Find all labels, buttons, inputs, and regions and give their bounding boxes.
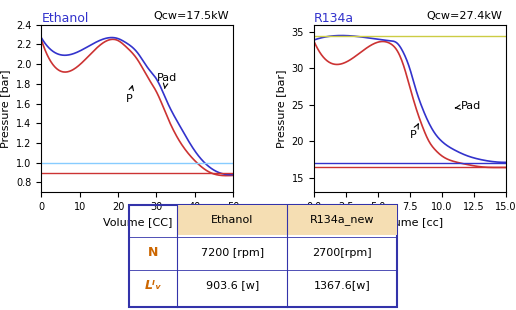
Text: 7200 [rpm]: 7200 [rpm] [201,248,264,258]
Text: Qcw=17.5kW: Qcw=17.5kW [154,11,229,21]
Text: 2700[rpm]: 2700[rpm] [313,248,372,258]
Text: Pad: Pad [455,100,481,110]
Text: Lᴵᵥ: Lᴵᵥ [144,279,162,292]
Text: P: P [410,124,418,140]
Text: R134a: R134a [314,12,354,25]
Text: Pad: Pad [156,73,176,89]
Text: R134a_new: R134a_new [310,215,375,225]
Text: Ethanol: Ethanol [41,12,89,25]
Text: 903.6 [w]: 903.6 [w] [206,281,259,290]
Y-axis label: Pressure [bar]: Pressure [bar] [1,69,10,148]
X-axis label: Volume [CC]: Volume [CC] [103,218,172,228]
Text: Qcw=27.4kW: Qcw=27.4kW [426,11,502,21]
Bar [178,205,397,235]
Text: N: N [148,246,158,259]
Text: P: P [126,86,134,104]
Text: Ethanol: Ethanol [211,215,253,225]
X-axis label: Volume [cc]: Volume [cc] [377,218,443,228]
Text: 1367.6[w]: 1367.6[w] [314,281,370,290]
Y-axis label: Pressure [bar]: Pressure [bar] [276,69,286,148]
